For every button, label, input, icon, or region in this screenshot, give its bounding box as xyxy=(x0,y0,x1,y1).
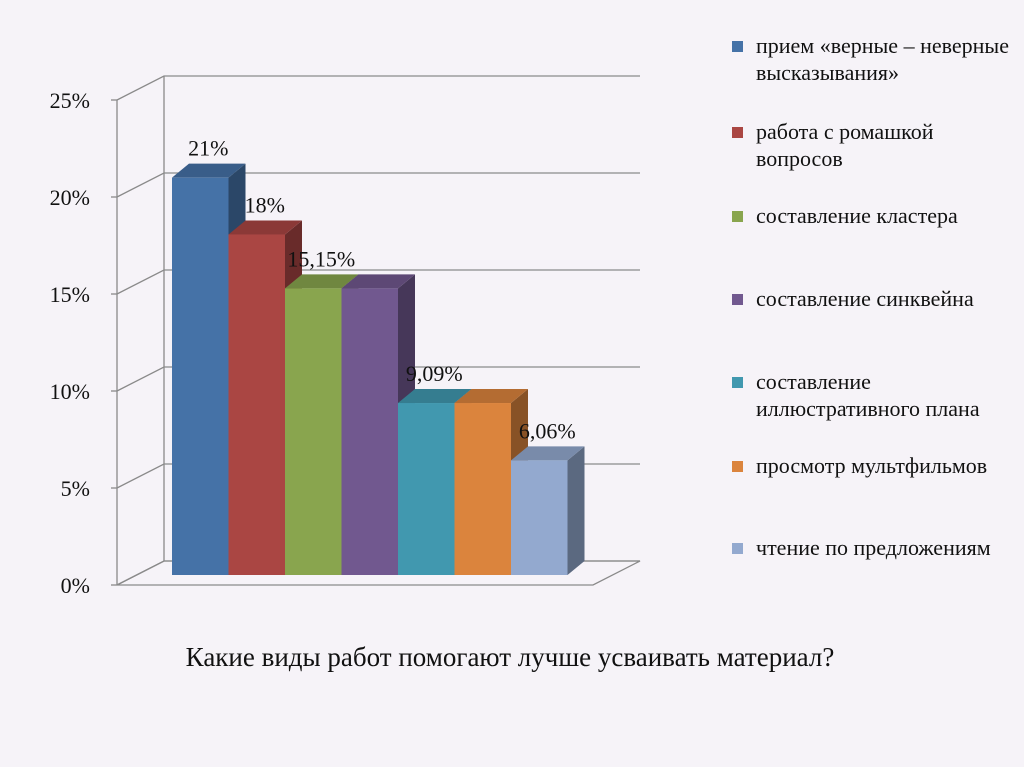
bar-front xyxy=(285,288,342,575)
legend-label: просмотр мультфильмов xyxy=(756,453,988,478)
y-tick-label: 15% xyxy=(50,282,90,307)
bars xyxy=(172,163,585,575)
y-tick-label: 5% xyxy=(61,476,90,501)
legend-swatch xyxy=(732,377,743,388)
data-labels: 21% 18% 15,15% 9,09% 6,06% xyxy=(188,136,576,444)
data-label: 18% xyxy=(245,192,285,217)
legend-label: составление кластера xyxy=(756,203,958,228)
chart-title: Какие виды работ помогают лучше усваиват… xyxy=(185,642,835,672)
legend-label: чтение по предложениям xyxy=(756,535,991,560)
bar-front xyxy=(341,288,398,575)
data-label: 21% xyxy=(188,136,228,161)
legend-label: работа с ромашкой вопросов xyxy=(756,119,934,171)
bar-top xyxy=(454,389,528,404)
legend-swatch xyxy=(732,543,743,554)
y-tick-label: 10% xyxy=(50,379,90,404)
bar-front xyxy=(511,460,568,575)
y-tick-labels: 0% 5% 10% 15% 20% 25% xyxy=(50,88,90,598)
legend-swatch xyxy=(732,127,743,138)
bar-front xyxy=(172,177,229,575)
data-label: 6,06% xyxy=(519,418,576,443)
bar-front xyxy=(454,403,511,575)
legend-swatch xyxy=(732,294,743,305)
bar-top xyxy=(228,220,302,235)
legend-label: прием «верные – неверные высказывания» xyxy=(756,33,1009,85)
legend-swatch xyxy=(732,461,743,472)
bar-top xyxy=(511,446,585,461)
bar-top xyxy=(172,163,246,178)
legend-label: составление иллюстративного плана xyxy=(756,369,980,421)
legend-swatch xyxy=(732,211,743,222)
bar-top xyxy=(285,274,359,289)
y-axis xyxy=(111,76,165,586)
legend-label: составление синквейна xyxy=(756,286,974,311)
bar-side xyxy=(567,446,585,575)
legend-swatch xyxy=(732,41,743,52)
bar-top xyxy=(341,274,415,289)
data-label: 9,09% xyxy=(406,361,463,386)
bar-front xyxy=(398,403,455,575)
data-label: 15,15% xyxy=(287,246,355,271)
y-tick-label: 25% xyxy=(50,88,90,113)
bar xyxy=(511,446,585,575)
bar-top xyxy=(398,389,472,404)
y-tick-label: 20% xyxy=(50,185,90,210)
bar-front xyxy=(228,234,285,575)
y-tick-label: 0% xyxy=(61,573,90,598)
